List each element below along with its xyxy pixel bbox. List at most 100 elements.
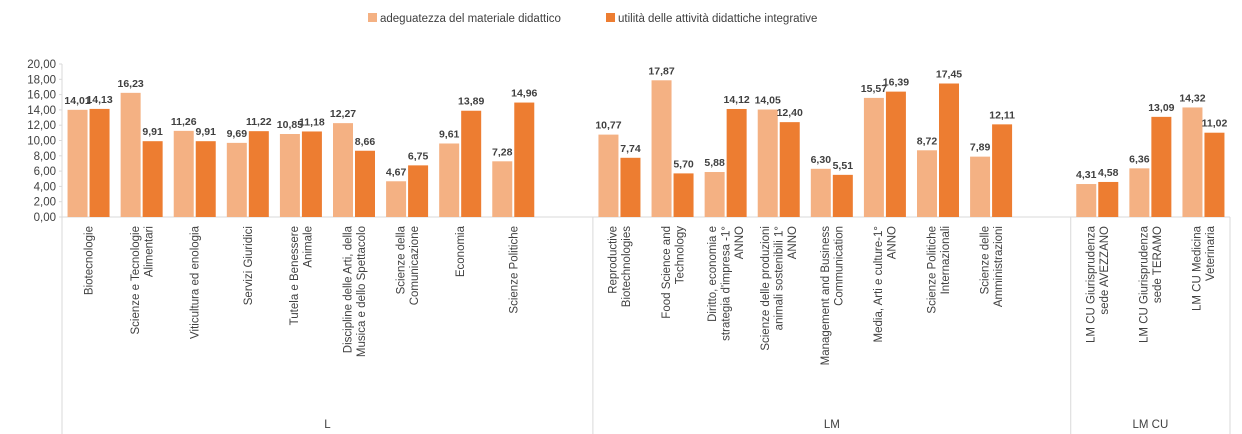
x-tick-line: LM CU Medicina bbox=[1192, 225, 1204, 311]
value-label: 14,05 bbox=[755, 95, 781, 107]
bar bbox=[726, 108, 747, 217]
value-label: 14,12 bbox=[723, 94, 749, 106]
value-label: 10,77 bbox=[595, 120, 621, 132]
value-label: 4,58 bbox=[1098, 167, 1119, 179]
value-label: 9,61 bbox=[439, 128, 460, 140]
y-tick-label: 16,00 bbox=[27, 90, 56, 102]
legend-swatch bbox=[368, 13, 377, 22]
x-tick-label: Reproductive Biotechnologies bbox=[608, 226, 634, 307]
value-label: 12,11 bbox=[989, 109, 1015, 121]
bar bbox=[195, 141, 216, 217]
x-tick-line: sede AVEZZANO bbox=[1099, 226, 1111, 315]
bar bbox=[970, 156, 991, 217]
x-tick-label: Scienze delle Amministrazioni bbox=[979, 226, 1005, 307]
y-tick-label: 14,00 bbox=[27, 105, 56, 117]
value-label: 7,89 bbox=[970, 142, 991, 154]
x-tick-label: Discipline delle Arti, della Musica e del… bbox=[342, 225, 368, 357]
bar bbox=[704, 172, 725, 217]
x-tick-line: Scienze delle produzioni bbox=[760, 226, 772, 351]
x-tick-label: Scienze Politiche bbox=[508, 226, 520, 314]
value-label: 5,70 bbox=[673, 158, 694, 170]
x-tick-line: LM CU Giurisprudenza bbox=[1139, 225, 1151, 343]
bar bbox=[301, 131, 322, 217]
x-tick-line: strategia d'impresa -1° bbox=[721, 226, 733, 341]
x-tick-line: Tutela e Benessere bbox=[289, 226, 301, 325]
x-tick-line: Comunicazione bbox=[409, 226, 421, 305]
x-tick-line: Economia bbox=[455, 225, 467, 277]
value-label: 15,57 bbox=[861, 83, 887, 95]
group-label: LM CU bbox=[1132, 419, 1168, 431]
y-tick-label: 2,00 bbox=[34, 197, 56, 209]
value-label: 10,85 bbox=[277, 119, 303, 131]
y-tick-label: 18,00 bbox=[27, 74, 56, 86]
x-tick-label: Diritto, economia e strategia d'impresa -… bbox=[707, 226, 746, 341]
y-tick-label: 10,00 bbox=[27, 136, 56, 148]
x-tick-label: Media, Arti e culture-1° ANNO bbox=[873, 226, 899, 343]
value-label: 16,23 bbox=[117, 78, 143, 90]
bar bbox=[355, 150, 375, 217]
bar bbox=[67, 109, 88, 217]
x-tick-line: Diritto, economia e bbox=[707, 226, 719, 322]
bar bbox=[333, 123, 353, 217]
group-label: LM bbox=[824, 419, 840, 431]
value-label: 11,26 bbox=[171, 116, 197, 128]
value-label: 17,87 bbox=[648, 65, 674, 77]
value-label: 13,09 bbox=[1148, 102, 1174, 114]
group-label: L bbox=[324, 419, 331, 431]
x-tick-line: animali sostenibili 1° bbox=[774, 226, 786, 330]
x-tick-line: Veterinaria bbox=[1205, 225, 1217, 281]
value-label: 4,67 bbox=[386, 166, 407, 178]
value-label: 7,28 bbox=[492, 146, 513, 158]
value-label: 9,69 bbox=[227, 128, 248, 140]
x-tick-line: Management and Business bbox=[820, 226, 832, 366]
x-tick-line: LM CU Giurisprudenza bbox=[1086, 225, 1098, 343]
bar bbox=[279, 133, 300, 217]
value-label: 12,40 bbox=[777, 107, 803, 119]
x-tick-line: ANNO bbox=[734, 226, 746, 259]
value-label: 11,18 bbox=[299, 116, 325, 128]
x-tick-label: Scienze della Comunicazione bbox=[395, 225, 421, 305]
x-tick-label: Management and Business Communication bbox=[820, 226, 846, 366]
value-label: 5,51 bbox=[833, 160, 854, 172]
value-label: 8,66 bbox=[355, 136, 376, 148]
bar bbox=[120, 92, 141, 217]
bar bbox=[651, 80, 672, 218]
bar bbox=[173, 130, 194, 217]
x-tick-line: ANNO bbox=[887, 226, 899, 259]
bar bbox=[885, 91, 906, 217]
value-label: 9,91 bbox=[142, 126, 163, 138]
x-tick-line: Discipline delle Arti, della bbox=[342, 225, 354, 353]
bar bbox=[492, 161, 513, 217]
bar bbox=[439, 143, 460, 217]
x-tick-line: Technology bbox=[674, 226, 686, 284]
value-label: 14,01 bbox=[64, 95, 90, 107]
bar bbox=[598, 134, 619, 217]
x-tick-label: Scienze Politiche Internazionali bbox=[926, 226, 952, 314]
x-tick-label: Tutela e Benessere Animale bbox=[289, 226, 315, 325]
value-label: 14,32 bbox=[1179, 92, 1205, 104]
y-tick-label: 4,00 bbox=[34, 181, 56, 193]
x-tick-line: Scienze delle bbox=[979, 226, 991, 294]
y-tick-label: 6,00 bbox=[34, 166, 56, 178]
y-tick-label: 8,00 bbox=[34, 151, 56, 163]
value-label: 14,96 bbox=[511, 88, 537, 100]
value-label: 7,74 bbox=[620, 143, 641, 155]
bar bbox=[1129, 168, 1150, 217]
value-label: 6,36 bbox=[1129, 153, 1150, 165]
value-label: 14,13 bbox=[86, 94, 112, 106]
x-tick-line: Amministrazioni bbox=[993, 226, 1005, 307]
x-tick-line: ANNO bbox=[787, 226, 799, 259]
x-tick-line: Alimentari bbox=[143, 226, 155, 277]
bar bbox=[992, 124, 1013, 217]
x-tick-line: Viticultura ed enologia bbox=[190, 225, 202, 339]
x-tick-label: Viticultura ed enologia bbox=[190, 225, 202, 339]
bar bbox=[1204, 132, 1225, 217]
bar bbox=[142, 141, 163, 217]
legend-label: adeguatezza del materiale didattico bbox=[380, 13, 561, 25]
x-tick-label: Biotecnologie bbox=[84, 226, 96, 295]
x-tick-line: Food Science and bbox=[661, 226, 673, 319]
value-label: 9,91 bbox=[196, 126, 217, 138]
bar bbox=[757, 109, 778, 217]
x-tick-line: Biotecnologie bbox=[84, 226, 96, 295]
